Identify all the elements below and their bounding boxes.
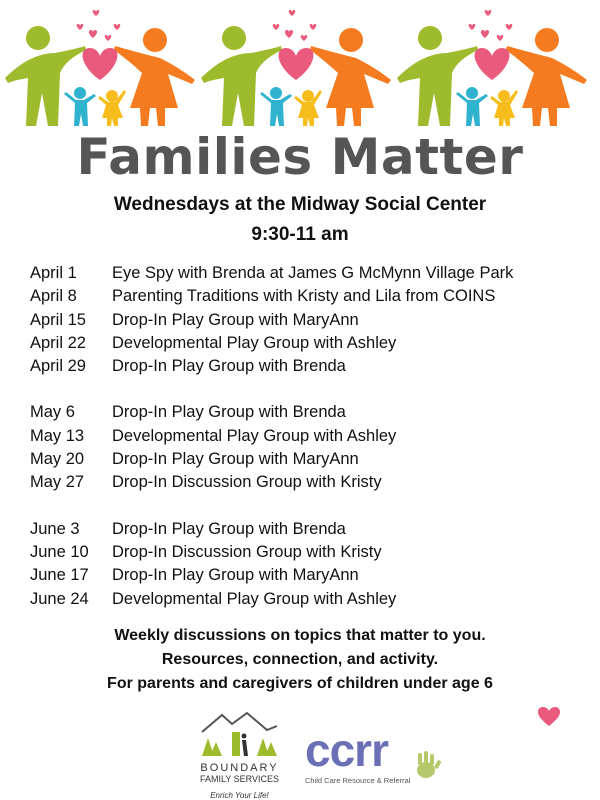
mountains-trees-icon	[201, 711, 278, 756]
month-spacer	[30, 378, 590, 401]
time-subtitle: 9:30-11 am	[251, 224, 349, 245]
schedule-row: June 24 Developmental Play Group with Ash…	[30, 588, 590, 611]
schedule-event: Drop-In Play Group with MaryAnn	[112, 450, 359, 469]
schedule-date: June 24	[30, 589, 89, 608]
footer-line-1: Weekly discussions on topics that matter…	[114, 627, 486, 644]
schedule-row: June 17 Drop-In Play Group with MaryAnn	[30, 564, 590, 587]
schedule-date: June 3	[30, 519, 80, 538]
schedule-row: April 29 Drop-In Play Group with Brenda	[30, 355, 590, 378]
schedule-event: Drop-In Play Group with MaryAnn	[112, 310, 359, 329]
boundary-tagline: Enrich Your Life!	[210, 791, 269, 800]
schedule-date: June 17	[30, 566, 89, 585]
ccrr-wordmark: ccrr	[305, 724, 389, 776]
schedule-event: Drop-In Play Group with Brenda	[112, 519, 346, 538]
schedule-row: April 22 Developmental Play Group with As…	[30, 332, 590, 355]
footer-line-3: For parents and caregivers of children u…	[107, 675, 493, 692]
schedule-event: Drop-In Play Group with Brenda	[112, 403, 346, 422]
ccrr-logo: ccrr Child Care Resource & Referral	[305, 724, 445, 788]
schedule-event: Drop-In Discussion Group with Kristy	[112, 473, 382, 492]
schedule-row: May 6 Drop-In Play Group with Brenda	[30, 401, 590, 424]
schedule-event: Eye Spy with Brenda at James G McMynn Vi…	[112, 264, 514, 282]
schedule-event: Drop-In Discussion Group with Kristy	[112, 542, 382, 561]
schedule-row: June 10 Drop-In Discussion Group with Kri…	[30, 541, 590, 564]
footer-line-2: Resources, connection, and activity.	[161, 651, 439, 668]
schedule-list: April 1 Eye Spy with Brenda at James G Mc…	[30, 262, 590, 611]
schedule-date: May 20	[30, 450, 85, 469]
schedule-row: May 13 Developmental Play Group with Ashl…	[30, 425, 590, 448]
schedule-date: May 13	[30, 426, 85, 445]
boundary-family-services-logo: BOUNDARY FAMILY SERVICES Enrich Your Lif…	[192, 710, 287, 800]
schedule-date: May 27	[30, 473, 85, 492]
schedule-row: April 8 Parenting Traditions with Kristy …	[30, 285, 590, 308]
schedule-date: May 6	[30, 403, 75, 422]
page-title: Families Matter	[76, 128, 524, 186]
schedule-event: Developmental Play Group with Ashley	[112, 333, 397, 352]
ccrr-fullname: Child Care Resource & Referral	[305, 776, 411, 785]
schedule-row: May 27 Drop-In Discussion Group with Kris…	[30, 471, 590, 494]
schedule-event: Developmental Play Group with Ashley	[112, 426, 397, 445]
boundary-subname: FAMILY SERVICES	[199, 774, 280, 784]
schedule-row: June 3 Drop-In Play Group with Brenda	[30, 518, 590, 541]
family-banner-illustration	[5, 10, 587, 126]
schedule-date: June 10	[30, 542, 89, 561]
schedule-date: April 29	[30, 357, 86, 376]
schedule-row: May 20 Drop-In Play Group with MaryAnn	[30, 448, 590, 471]
schedule-event: Developmental Play Group with Ashley	[112, 589, 397, 608]
handprint-icon	[417, 751, 441, 778]
heart-icon	[538, 707, 560, 726]
schedule-date: April 1	[30, 264, 77, 282]
month-spacer	[30, 495, 590, 518]
schedule-row: April 1 Eye Spy with Brenda at James G Mc…	[30, 262, 590, 285]
schedule-date: April 8	[30, 287, 77, 306]
schedule-date: April 15	[30, 310, 86, 329]
boundary-name: BOUNDARY	[200, 762, 279, 774]
schedule-date: April 22	[30, 333, 86, 352]
schedule-event: Parenting Traditions with Kristy and Lil…	[112, 287, 496, 306]
location-subtitle: Wednesdays at the Midway Social Center	[113, 194, 487, 215]
schedule-event: Drop-In Play Group with Brenda	[112, 357, 346, 376]
schedule-event: Drop-In Play Group with MaryAnn	[112, 566, 359, 585]
schedule-row: April 15 Drop-In Play Group with MaryAnn	[30, 309, 590, 332]
